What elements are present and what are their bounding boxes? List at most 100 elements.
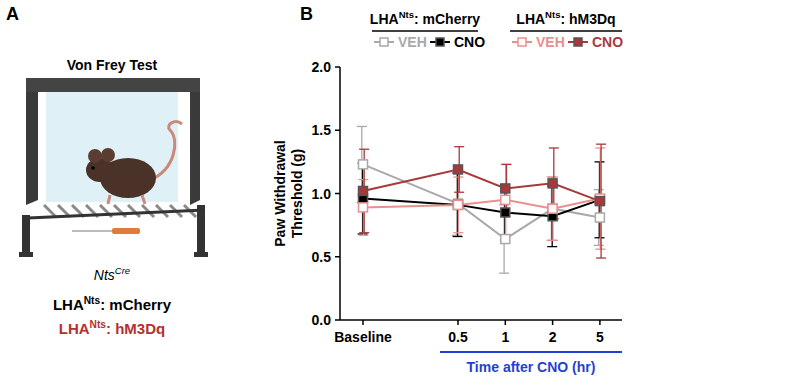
legend-group-rule — [372, 30, 478, 32]
text-base: Nts — [94, 267, 115, 283]
legend: LHANts: mCherryLHANts: hM3DqVEHCNOVEHCNO — [370, 9, 623, 50]
legend-marker — [380, 38, 388, 46]
text-base: LHA — [516, 11, 545, 27]
error-bar — [596, 144, 606, 258]
error-bar — [549, 148, 559, 219]
series-line — [363, 169, 600, 201]
error-bar — [452, 172, 462, 235]
data-point — [548, 179, 557, 188]
data-point — [595, 197, 604, 206]
series-line — [363, 199, 600, 209]
legend-group-rule — [510, 30, 622, 32]
chamber-top — [26, 78, 200, 92]
legend-label: CNO — [592, 34, 623, 50]
error-bar — [453, 173, 463, 236]
data-point — [454, 200, 463, 209]
error-bar — [453, 177, 463, 233]
text-sup: Nts — [90, 319, 107, 330]
y-tick — [335, 319, 340, 321]
y-tick-label: 2.0 — [312, 59, 332, 75]
series-line — [363, 164, 600, 239]
text-sup: Nts — [545, 9, 560, 20]
error-bar — [595, 162, 605, 238]
error-bar — [357, 126, 367, 202]
data-point — [595, 213, 604, 222]
plot-data — [357, 126, 606, 273]
time-bracket — [440, 351, 622, 353]
x-tick — [457, 320, 459, 325]
x-tick-label: 0.5 — [448, 329, 468, 345]
x-tick-label: 1 — [501, 329, 509, 345]
data-point — [454, 165, 463, 174]
legend-group-title: LHANts: hM3Dq — [516, 9, 615, 27]
text-sup: Nts — [84, 295, 101, 306]
stand-foot — [19, 252, 33, 257]
text-base: LHA — [53, 296, 84, 313]
y-tick-label: 0.5 — [312, 249, 332, 265]
data-point — [548, 204, 557, 213]
error-bar — [358, 180, 368, 236]
mesh-bar — [44, 205, 56, 217]
genotype-label: NtsCre — [94, 265, 130, 283]
mouse-eye — [91, 166, 95, 170]
filament — [72, 230, 112, 232]
x-tick — [552, 320, 554, 325]
filament-handle — [112, 228, 140, 234]
x-tick-label: 5 — [596, 329, 604, 345]
legend-label: VEH — [536, 34, 565, 50]
error-bar — [548, 177, 558, 240]
panel-label: B — [300, 4, 313, 24]
data-point — [359, 186, 368, 195]
error-bar — [358, 163, 368, 234]
legend-marker — [574, 38, 582, 46]
legend-label: VEH — [398, 34, 427, 50]
data-point — [501, 208, 510, 217]
x-tick-label: 2 — [549, 329, 557, 345]
y-tick — [335, 193, 340, 195]
text-sup: Cre — [115, 265, 130, 276]
error-bar — [594, 190, 604, 246]
stand-leg — [197, 205, 205, 255]
mouse-ear — [101, 148, 115, 162]
text-rest: : hM3Dq — [106, 320, 165, 337]
group-label: LHANts: mCherry — [53, 295, 172, 313]
error-bar — [500, 185, 510, 241]
figure: ABVon Frey TestNtsCreLHANts: mCherryLHAN… — [0, 0, 787, 390]
legend-group-title: LHANts: mCherry — [370, 9, 480, 27]
text-base: LHA — [370, 11, 399, 27]
mouse-paw — [108, 195, 110, 204]
series-line — [363, 199, 600, 217]
y-tick-label: 1.5 — [312, 122, 332, 138]
x-tick-label: Baseline — [334, 329, 392, 345]
mouse-ear — [88, 149, 102, 163]
x-axis — [340, 319, 622, 321]
data-point — [548, 204, 557, 213]
stand-foot — [194, 252, 208, 257]
legend-marker — [518, 38, 526, 46]
mouse-tail — [150, 122, 182, 180]
mesh-bar — [128, 205, 140, 217]
x-tick — [505, 320, 507, 325]
y-tick-label: 1.0 — [312, 186, 332, 202]
text-rest: : mCherry — [414, 11, 480, 27]
panel-title: Von Frey Test — [67, 57, 158, 73]
error-bar — [502, 164, 512, 212]
chamber-frame — [26, 80, 200, 205]
error-bar — [595, 148, 605, 249]
y-tick — [335, 66, 340, 68]
data-point — [454, 200, 463, 209]
panel-label: A — [6, 4, 19, 24]
data-point — [501, 184, 510, 193]
y-axis-label-line: Paw Withdrawal — [272, 140, 288, 246]
x-annotation: Time after CNO (hr) — [467, 359, 596, 375]
group-label: LHANts: hM3Dq — [59, 319, 165, 337]
y-tick-label: 0.0 — [312, 312, 332, 328]
error-bar — [546, 177, 556, 240]
illustration — [19, 78, 208, 257]
data-point — [359, 203, 368, 212]
x-tick — [599, 320, 601, 325]
legend-marker — [436, 38, 444, 46]
text-sup: Nts — [399, 9, 414, 20]
text-base: LHA — [59, 320, 90, 337]
mouse-paw — [142, 195, 145, 204]
